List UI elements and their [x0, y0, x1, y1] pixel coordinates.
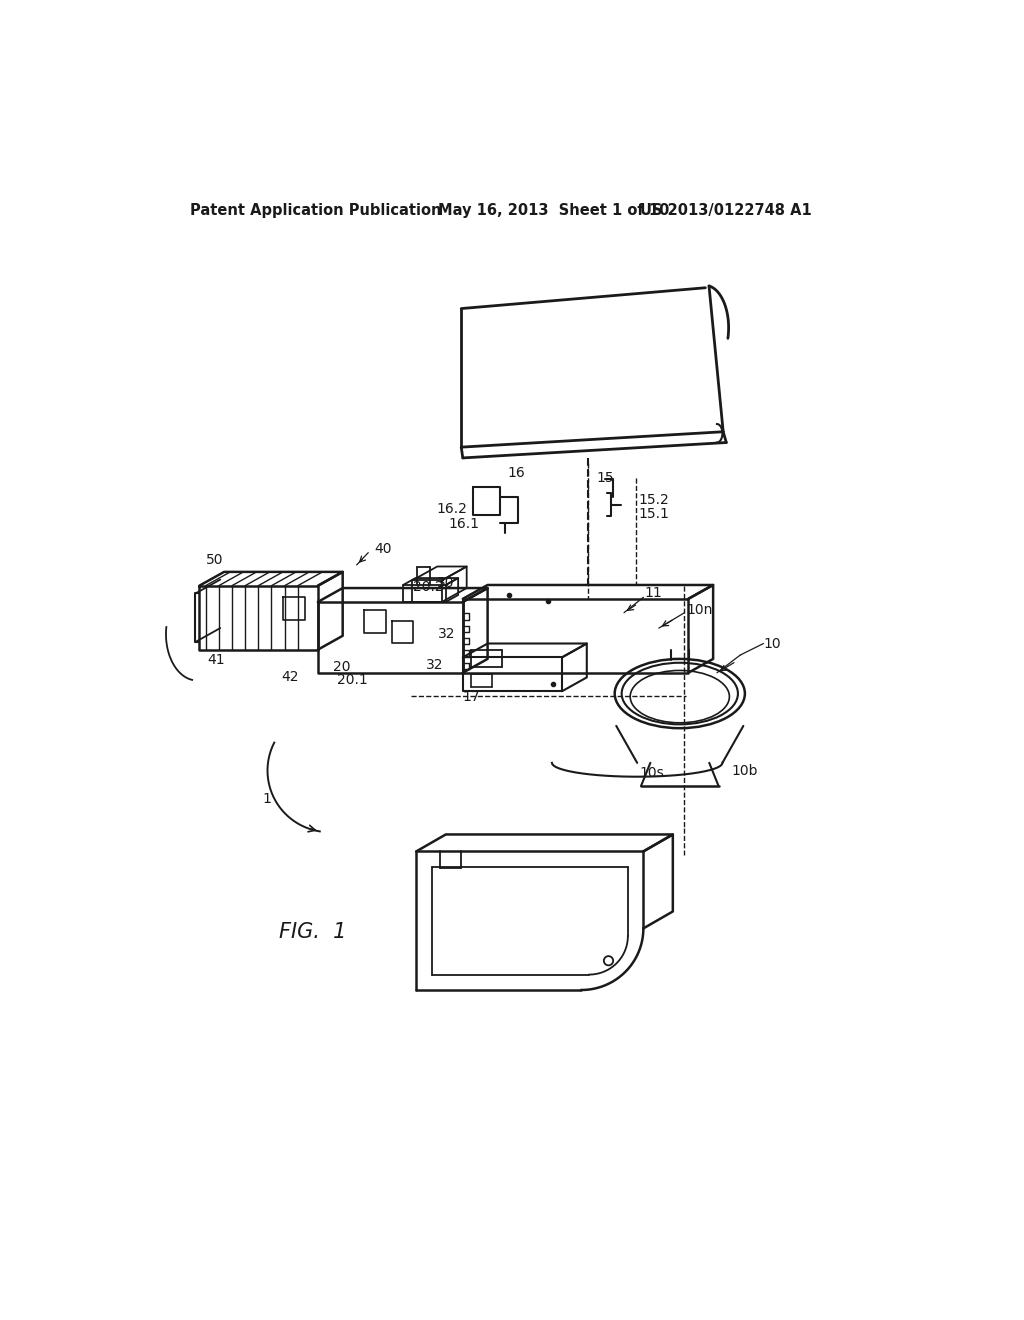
Text: 40: 40 [375, 541, 392, 556]
Text: 50: 50 [206, 553, 223, 568]
Text: 10b: 10b [731, 763, 758, 777]
Text: 32: 32 [426, 659, 443, 672]
Text: US 2013/0122748 A1: US 2013/0122748 A1 [640, 203, 811, 218]
Text: 20: 20 [334, 660, 351, 673]
Text: 16.1: 16.1 [449, 517, 479, 531]
Text: 1: 1 [262, 792, 271, 807]
Text: 15.2: 15.2 [638, 492, 669, 507]
Text: 16: 16 [508, 466, 525, 479]
Text: 11: 11 [645, 586, 663, 599]
Text: 17: 17 [463, 690, 480, 705]
Text: 42: 42 [282, 669, 299, 684]
Text: 10: 10 [764, 636, 781, 651]
Text: 15.1: 15.1 [638, 507, 669, 521]
Text: 16.2: 16.2 [436, 502, 467, 516]
Text: May 16, 2013  Sheet 1 of 10: May 16, 2013 Sheet 1 of 10 [438, 203, 670, 218]
Text: 10s: 10s [640, 766, 665, 780]
Text: 20.2: 20.2 [414, 579, 443, 594]
Text: FIG.  1: FIG. 1 [280, 923, 346, 942]
Text: 30: 30 [436, 577, 454, 590]
Text: 10n: 10n [686, 603, 713, 616]
Text: 15: 15 [597, 471, 614, 484]
Text: 20.1: 20.1 [337, 673, 368, 688]
Text: 32: 32 [438, 627, 456, 642]
Text: 41: 41 [207, 653, 224, 668]
Text: Patent Application Publication: Patent Application Publication [190, 203, 441, 218]
